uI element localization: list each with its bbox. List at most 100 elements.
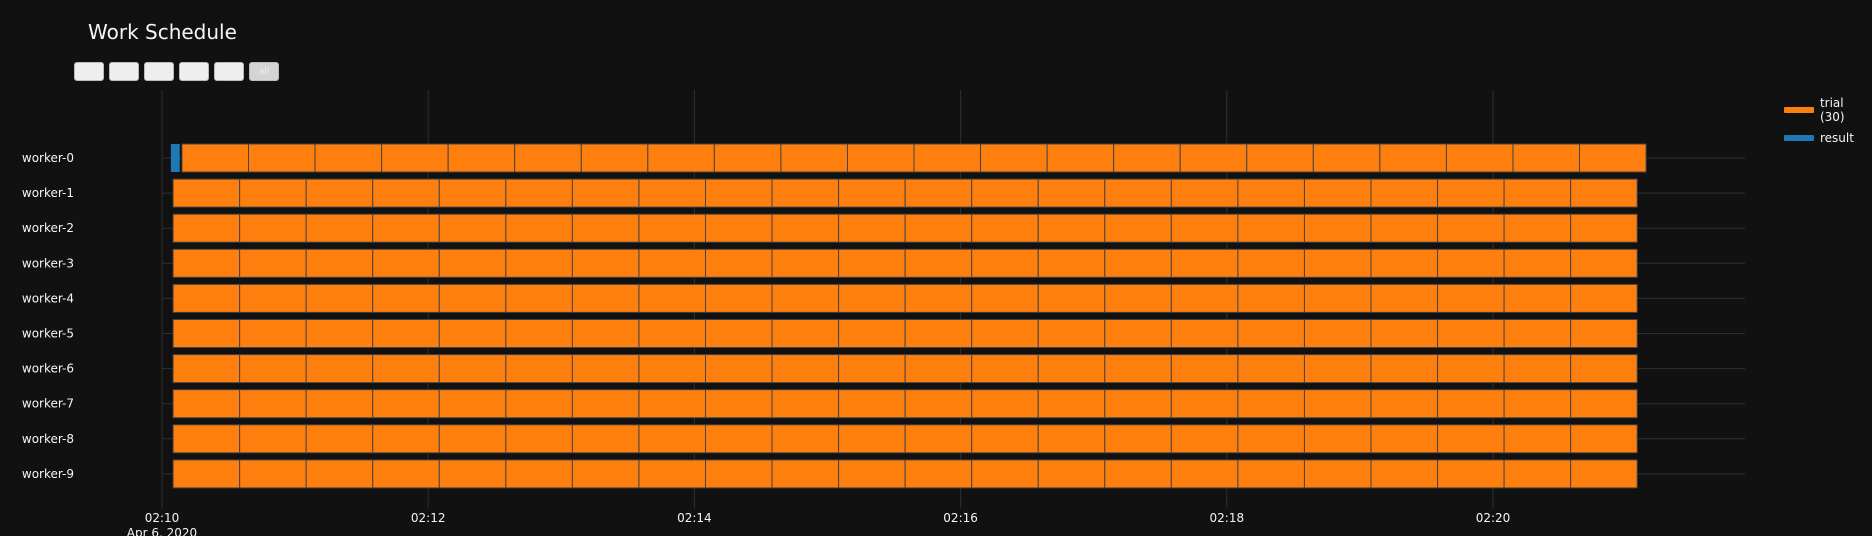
trial-bar — [1104, 283, 1172, 313]
trial-bar — [438, 354, 507, 384]
range-button-1[interactable] — [74, 62, 104, 81]
range-button-2[interactable] — [109, 62, 139, 81]
trial-bar — [571, 389, 640, 419]
trial-bar — [704, 283, 773, 313]
legend-item-trial[interactable]: trial (30) — [1784, 96, 1872, 124]
trial-bar — [838, 389, 906, 419]
trial-bar — [1370, 389, 1439, 419]
trial-bar — [1170, 389, 1239, 419]
trial-bar — [1046, 143, 1115, 173]
trial-bar — [1037, 248, 1106, 278]
y-tick-label: worker-1 — [22, 186, 74, 200]
trial-bar — [1113, 143, 1181, 173]
trial-bar — [1570, 319, 1638, 348]
trial-bar — [1237, 319, 1305, 348]
trial-bar — [846, 143, 915, 173]
trial-bar — [838, 283, 906, 313]
trial-bar — [239, 283, 307, 313]
y-tick-label: worker-0 — [22, 151, 74, 165]
trial-bar — [1179, 143, 1248, 173]
y-tick-label: worker-2 — [22, 221, 74, 235]
trial-bar — [305, 283, 374, 313]
trial-bar — [305, 248, 374, 278]
trial-bar — [838, 354, 906, 384]
trial-bar — [1303, 178, 1372, 208]
range-button-4[interactable] — [179, 62, 209, 81]
trial-bar — [1437, 283, 1505, 313]
trial-bar — [438, 283, 507, 313]
trial-bar — [838, 248, 906, 278]
trial-bar — [438, 459, 507, 489]
y-tick-label: worker-9 — [22, 467, 74, 481]
trial-bar — [771, 459, 840, 489]
x-tick-sublabel: Apr 6, 2020 — [127, 526, 197, 536]
trial-bar — [1370, 354, 1439, 384]
trial-bar — [1570, 178, 1638, 208]
range-button-all[interactable]: all — [249, 62, 279, 81]
trial-bar — [971, 319, 1039, 348]
x-tick-label: 02:18 — [1210, 511, 1245, 525]
trial-bar — [1570, 354, 1638, 384]
trial-bar — [971, 459, 1039, 489]
trial-bar — [838, 213, 906, 243]
trial-bar — [1503, 459, 1572, 489]
trial-bar — [1437, 248, 1505, 278]
trial-bar — [1570, 389, 1638, 419]
trial-bar — [904, 248, 973, 278]
trial-bar — [172, 424, 241, 454]
trial-bar — [181, 143, 250, 173]
y-tick-label: worker-8 — [22, 432, 74, 446]
trial-bar — [372, 459, 440, 489]
y-tick-label: worker-5 — [22, 327, 74, 341]
trial-bar — [904, 178, 973, 208]
trial-bar — [704, 319, 773, 348]
trial-bar — [1370, 459, 1439, 489]
trial-bar — [1512, 143, 1581, 173]
trial-bar — [704, 424, 773, 454]
x-tick-label: 02:14 — [677, 511, 712, 525]
trial-bar — [372, 213, 440, 243]
trial-bar — [638, 248, 706, 278]
trial-bar — [172, 178, 241, 208]
trial-bar — [1237, 354, 1305, 384]
trial-bar — [971, 354, 1039, 384]
trial-bar — [505, 213, 573, 243]
trial-bar — [971, 424, 1039, 454]
trial-bar — [971, 213, 1039, 243]
legend-item-result[interactable]: result — [1784, 124, 1872, 152]
trial-bar — [838, 459, 906, 489]
trial-bar — [1037, 459, 1106, 489]
legend-swatch-result — [1784, 135, 1814, 141]
trial-bar — [1312, 143, 1381, 173]
trial-bar — [1037, 319, 1106, 348]
range-button-3[interactable] — [144, 62, 174, 81]
y-tick-label: worker-4 — [22, 291, 74, 305]
trial-bar — [1246, 143, 1314, 173]
trial-bar — [1237, 283, 1305, 313]
trial-bar — [1170, 354, 1239, 384]
trial-bar — [172, 354, 241, 384]
trial-bar — [372, 389, 440, 419]
trial-bar — [1104, 459, 1172, 489]
trial-bar — [372, 283, 440, 313]
range-button-5[interactable] — [214, 62, 244, 81]
trial-bar — [1237, 213, 1305, 243]
trial-bar — [505, 459, 573, 489]
x-tick-label: 02:10 — [145, 511, 180, 525]
legend-swatch-trial — [1784, 107, 1814, 113]
trial-bar — [1503, 213, 1572, 243]
trial-bar — [1503, 424, 1572, 454]
trial-bar — [904, 424, 973, 454]
trial-bar — [239, 319, 307, 348]
trial-bar — [1379, 143, 1447, 173]
trial-bar — [713, 143, 782, 173]
trial-bar — [904, 319, 973, 348]
trial-bar — [904, 459, 973, 489]
trial-bar — [904, 354, 973, 384]
trial-bar — [704, 459, 773, 489]
trial-bar — [372, 248, 440, 278]
trial-bar — [305, 319, 374, 348]
trial-bar — [305, 459, 374, 489]
trial-bar — [505, 178, 573, 208]
trial-bar — [505, 354, 573, 384]
